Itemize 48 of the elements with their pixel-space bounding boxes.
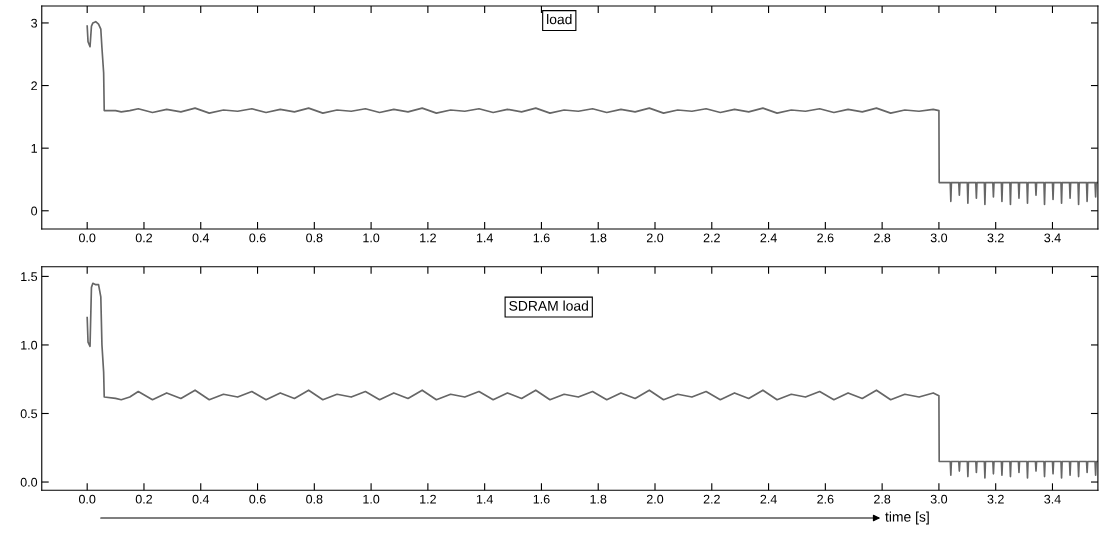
x-tick-label: 1.4 — [476, 233, 493, 243]
y-tick-label: 0 — [31, 206, 38, 216]
x-tick-label: 0.4 — [192, 494, 210, 504]
text: SDRAM load — [509, 300, 588, 311]
x-tick-label: 2.6 — [817, 494, 834, 504]
x-tick-label: 2.4 — [760, 494, 777, 504]
y-tick-label: 1 — [31, 144, 37, 153]
x-tick-label: 1.0 — [363, 494, 380, 504]
x-tick-label: 0.2 — [135, 494, 153, 504]
line-series — [86, 282, 1098, 479]
x-tick-label: 1.8 — [590, 233, 607, 243]
x-tick-label: 1.2 — [420, 494, 436, 504]
x-tick-label: 3.4 — [1044, 494, 1061, 504]
y-tick-label: 0.0 — [20, 477, 38, 487]
x-tick-label: 2.0 — [646, 494, 664, 504]
y-tick-label: 3 — [31, 18, 38, 28]
x-tick-label: 3.4 — [1044, 233, 1061, 243]
x-tick-label: 2.6 — [817, 233, 834, 243]
x-tick-label: 0.2 — [135, 233, 153, 243]
x-tick-label: 2.4 — [760, 233, 777, 243]
chart-title: load — [547, 14, 572, 25]
x-tick-label: 2.8 — [874, 494, 891, 504]
x-tick-label: 1.8 — [590, 494, 607, 504]
x-tick-label: 3.2 — [987, 233, 1004, 243]
x-tick-label: 0.8 — [306, 494, 323, 504]
x-tick-label: 2.0 — [646, 233, 664, 243]
x-tick-label: 0.8 — [306, 233, 323, 243]
x-tick-label: 0.0 — [78, 494, 96, 504]
x-tick-label: 3.2 — [987, 494, 1004, 504]
x-tick-label: 1.4 — [476, 494, 493, 504]
x-tick-label: 0.6 — [249, 494, 266, 504]
x-axis-title: time [s] — [885, 511, 929, 525]
x-tick-label: 1.0 — [363, 233, 380, 243]
x-tick-label: 0.0 — [78, 233, 96, 243]
x-tick-label: 0.4 — [192, 233, 210, 243]
x-tick-label: 1.6 — [533, 233, 550, 243]
y-tick-label: 1.5 — [21, 272, 38, 282]
x-tick-label: 2.2 — [703, 233, 720, 243]
x-tick-label: 3.0 — [930, 233, 948, 243]
y-tick-label: 2 — [31, 81, 37, 91]
x-tick-label: 1.6 — [533, 494, 550, 504]
y-tick-label: 1.0 — [21, 340, 38, 350]
x-tick-label: 2.2 — [703, 494, 720, 504]
x-tick-label: 2.8 — [874, 233, 891, 243]
x-tick-label: 1.2 — [420, 233, 436, 243]
y-tick-label: 0.5 — [20, 409, 38, 419]
x-tick-label: 3.0 — [930, 494, 948, 504]
x-tick-label: 0.6 — [249, 233, 266, 243]
